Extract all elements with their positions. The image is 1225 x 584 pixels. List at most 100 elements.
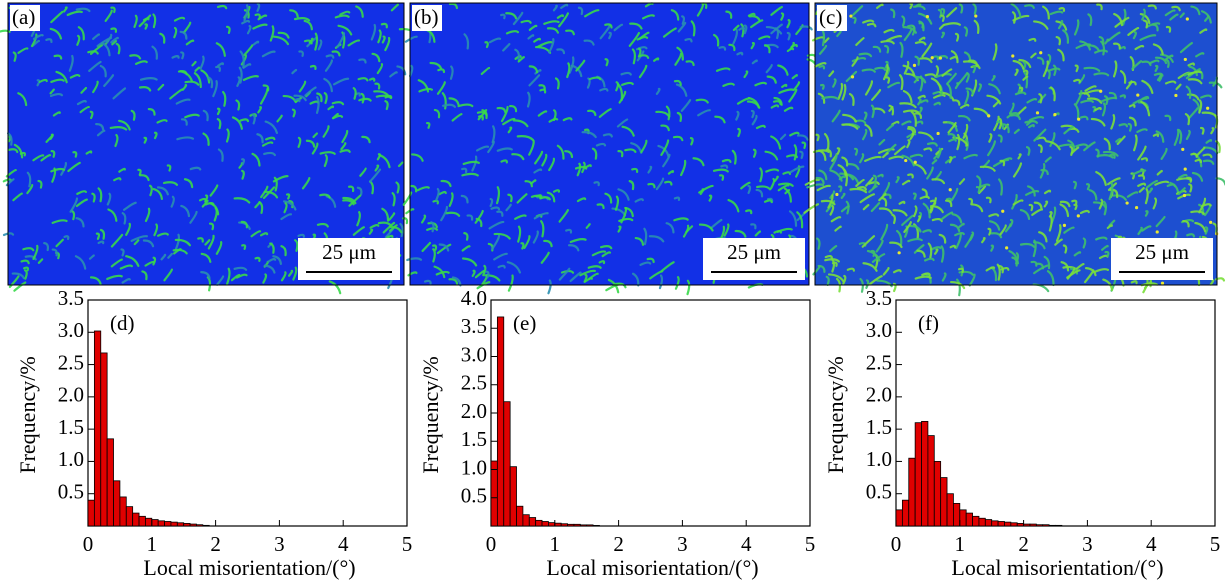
map-feature [262,273,268,284]
map-feature [1198,197,1207,214]
map-feature [89,44,104,55]
map-feature [963,26,969,37]
map-feature [285,193,291,200]
map-feature [523,235,531,250]
map-feature [402,191,413,206]
map-feature [331,112,339,120]
map-feature [948,138,957,143]
map-feature [252,23,268,30]
map-feature [134,60,148,65]
map-feature [890,8,896,19]
map-feature [858,52,873,58]
map-feature [653,57,660,62]
map-feature [906,139,911,149]
map-feature [1190,5,1201,16]
map-feature [987,114,991,118]
map-feature [552,109,557,122]
map-feature [357,77,369,82]
map-feature [722,82,735,87]
map-feature [75,198,88,208]
map-feature [63,235,70,241]
map-feature [743,70,749,79]
map-feature [581,131,597,139]
map-feature [963,153,978,160]
map-feature [336,32,346,49]
x-axis-title: Local misorientation/(°) [546,555,758,580]
map-feature [945,7,958,18]
map-feature [901,214,914,227]
map-feature [602,133,613,138]
map-feature [1141,79,1154,94]
map-feature [396,65,407,76]
map-feature [79,105,90,114]
map-feature [121,278,131,284]
map-feature [206,276,212,292]
map-feature [918,106,923,114]
map-feature [1005,246,1009,250]
map-feature [909,2,913,10]
map-feature [918,131,934,141]
map-feature [1154,56,1168,65]
map-feature [1175,83,1182,91]
map-feature [923,147,933,152]
map-feature [32,244,39,261]
map-feature [1076,214,1080,218]
x-axis-title: Local misorientation/(°) [951,555,1163,580]
map-feature [1152,133,1160,138]
map-feature [823,132,830,150]
map-feature [384,36,391,52]
map-feature [788,210,798,227]
map-feature [49,27,63,40]
map-feature [96,129,106,137]
map-feature [670,9,680,21]
map-feature [1144,210,1149,217]
map-feature [1013,128,1020,135]
map-feature [990,244,995,252]
map-feature [658,274,664,290]
map-feature [355,5,364,18]
map-feature [256,2,261,12]
map-feature [80,86,88,94]
map-feature [747,184,752,195]
map-feature [1004,223,1012,233]
map-feature [261,141,274,147]
map-feature [252,40,260,46]
map-feature [1010,114,1021,121]
map-image: (c) 25 μm [803,2,1225,297]
map-feature [1138,186,1145,193]
map-feature [1110,114,1116,130]
map-feature [992,100,1001,108]
map-feature [1186,176,1193,183]
map-feature [1028,124,1035,129]
map-feature [347,39,361,47]
map-feature [95,232,101,240]
bar [1016,523,1024,527]
bar [1042,524,1050,527]
map-feature [999,224,1007,236]
map-feature [674,52,683,66]
map-feature [903,221,912,233]
map-feature [954,32,960,42]
map-feature [795,24,804,36]
map-feature [212,80,218,98]
map-feature [152,256,157,266]
map-feature [1114,16,1130,28]
map-feature [998,178,1003,196]
map-feature [828,70,835,77]
map-feature [868,275,883,286]
map-feature [640,139,648,154]
map-feature [297,136,302,148]
map-feature [598,108,612,118]
map-feature [1026,97,1038,104]
map-feature [294,97,301,103]
map-feature [959,103,970,109]
map-feature [919,99,929,104]
map-feature [841,156,849,167]
map-feature [829,204,835,216]
map-feature [889,241,903,249]
map-feature [381,207,390,222]
map-feature [667,170,675,175]
map-feature [216,4,228,10]
map-feature [870,249,876,257]
map-feature [817,92,826,104]
